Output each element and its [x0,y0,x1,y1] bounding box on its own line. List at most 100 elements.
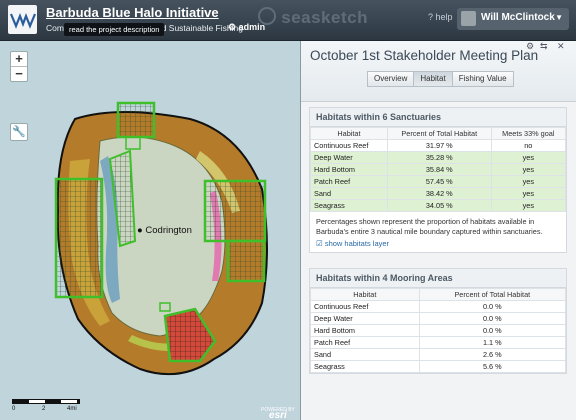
panel-header: October 1st Stakeholder Meeting Plan ⚙ ⇆… [301,41,576,102]
col-habitat: Habitat [310,288,420,301]
panel-title: October 1st Stakeholder Meeting Plan [310,48,539,63]
sanctuaries-note: Percentages shown represent the proporti… [316,217,543,236]
app-subtitle-start: Comp [46,23,69,33]
panel-tabs: Overview Habitat Fishing Value [367,71,514,87]
description-tooltip: read the project description [64,23,165,36]
wave-logo-icon [9,12,37,29]
habitat-cell: Deep Water [310,151,388,164]
habitat-cell: Continuous Reef [310,300,420,313]
percent-cell: 31.97 % [386,139,492,152]
habitat-cell: Sand [310,187,388,200]
sanctuary-north [116,101,156,139]
table-row: Hard Bottom 0.0 % [310,324,567,337]
table-row: Patch Reef 57.45 % yes [310,175,567,188]
col-percent: Percent of Total Habitat [418,288,567,301]
avatar [461,11,476,26]
sanctuary-south [163,307,217,363]
sanctuaries-card: Habitats within 6 Sanctuaries Habitat Pe… [309,107,567,253]
moorings-card: Habitats within 4 Mooring Areas Habitat … [309,268,567,374]
app-title[interactable]: Barbuda Blue Halo Initiative [46,5,219,20]
scale-label-0: 0 [12,406,16,412]
popout-icon[interactable]: ⇆ [540,41,548,51]
goal-cell: no [490,139,567,152]
show-habitats-layer[interactable]: ☑ show habitats layer [310,239,566,252]
goal-cell: yes [490,151,567,164]
sanctuary-west [54,177,104,299]
close-icon[interactable]: ✕ [557,41,565,51]
user-name: Will McClintock [481,12,555,23]
caret-down-icon: ▼ [555,13,563,22]
sanctuaries-heading: Habitats within 6 Sanctuaries [310,108,566,127]
habitat-cell: Deep Water [310,312,420,325]
percent-cell: 0.0 % [418,312,567,325]
table-row: Hard Bottom 35.84 % yes [310,163,567,176]
app-subtitle: Comp d Sustainable Fishing [46,23,243,33]
place-label: ● Codrington [137,225,192,236]
table-row: Continuous Reef 31.97 % no [310,139,567,152]
top-bar: Barbuda Blue Halo Initiative Comp d Susta… [0,0,576,41]
admin-badge[interactable]: ⚙ admin [228,22,265,33]
scale-bar-graphic [12,399,80,404]
zoom-control: + − [10,51,28,82]
help-icon: ? [428,12,434,22]
place-marker-icon: ● [137,225,143,236]
zoom-out-button[interactable]: − [11,66,27,81]
goal-cell: yes [490,199,567,212]
help-label: help [435,12,453,22]
esri-attribution[interactable]: POWERED BY esri [261,407,295,420]
table-row: Seagrass 5.6 % [310,360,567,373]
col-goal: Meets 33% goal [490,127,567,140]
percent-cell: 0.0 % [418,324,567,337]
help-link[interactable]: ? help [428,12,453,22]
map-view[interactable]: + − 🔧 ● Codrington 0 2 4mi POWERED BY es… [0,41,300,420]
table-row: Patch Reef 1.1 % [310,336,567,349]
admin-label: admin [238,22,266,32]
tab-overview[interactable]: Overview [367,71,415,87]
checkbox-icon: ☑ [316,239,323,248]
goal-cell: yes [490,187,567,200]
table-row: Sand 2.6 % [310,348,567,361]
moorings-heading: Habitats within 4 Mooring Areas [310,269,566,288]
powered-by-label: POWERED BY [261,407,295,413]
wrench-icon: 🔧 [12,126,26,138]
zoom-in-button[interactable]: + [15,51,23,66]
habitat-cell: Seagrass [310,360,420,373]
habitat-cell: Patch Reef [310,175,388,188]
seasketch-logo-icon [258,7,276,25]
gear-icon: ⚙ [228,22,237,32]
percent-cell: 34.05 % [386,199,492,212]
tab-fishing-value[interactable]: Fishing Value [451,71,514,87]
sanctuary-lagoon [108,149,137,248]
tools-button[interactable]: 🔧 [10,123,28,141]
habitat-cell: Seagrass [310,199,388,212]
tab-habitat[interactable]: Habitat [413,71,453,87]
gear-icon[interactable]: ⚙ [526,41,535,51]
habitat-cell: Hard Bottom [310,163,388,176]
percent-cell: 5.6 % [418,360,567,373]
table-row: Continuous Reef 0.0 % [310,300,567,313]
percent-cell: 1.1 % [418,336,567,349]
sanctuary-southeast [226,239,266,283]
sanctuaries-table: Habitat Percent of Total Habitat Meets 3… [310,127,567,212]
habitat-cell: Hard Bottom [310,324,420,337]
percent-cell: 57.45 % [386,175,492,188]
percent-cell: 35.28 % [386,151,492,164]
habitat-cell: Sand [310,348,420,361]
table-row: Deep Water 0.0 % [310,312,567,325]
col-percent: Percent of Total Habitat [386,127,492,140]
project-logo[interactable] [8,5,37,34]
scale-label-2: 2 [42,406,46,412]
panel-body[interactable]: Habitats within 6 Sanctuaries Habitat Pe… [301,102,576,420]
habitat-cell: Patch Reef [310,336,420,349]
user-menu[interactable]: Will McClintock ▼ [457,8,569,30]
percent-cell: 38.42 % [386,187,492,200]
col-habitat: Habitat [310,127,388,140]
percent-cell: 2.6 % [418,348,567,361]
esri-logo-text: esri [269,410,287,420]
habitat-cell: Continuous Reef [310,139,388,152]
attributes-panel: October 1st Stakeholder Meeting Plan ⚙ ⇆… [300,41,576,420]
scale-bar: 0 2 4mi [12,399,82,415]
map-graphic [54,101,268,376]
app-subtitle-end: d Sustainable Fishing [161,23,243,33]
seasketch-brand: seasketch [258,7,368,28]
